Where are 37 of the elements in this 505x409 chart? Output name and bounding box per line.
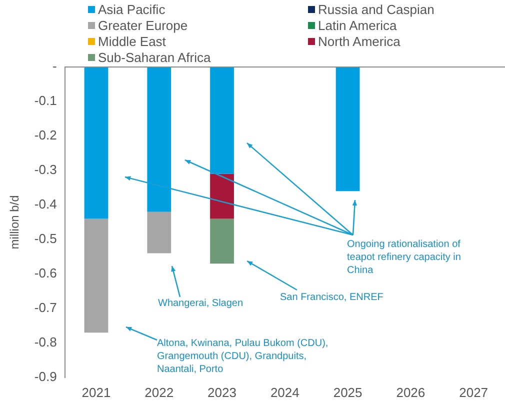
legend-label: Middle East: [97, 34, 167, 49]
y-tick-label: -0.2: [34, 128, 57, 143]
y-tick-label: -0.7: [34, 300, 57, 315]
x-tick-label: 2026: [396, 384, 426, 400]
legend-label: North America: [317, 34, 402, 49]
legend-label: Latin America: [317, 18, 398, 33]
annotation: San Francisco, ENREF: [280, 291, 384, 304]
x-tick-label: 2022: [144, 384, 174, 400]
x-tick-label: 2024: [270, 384, 300, 400]
bar: [84, 218, 108, 333]
bar: [210, 174, 234, 219]
annotation: Altona, Kwinana, Pulau Bukom (CDU), Grangemouth (CDU), Grandpuits, Naantali, Porto: [157, 337, 330, 376]
y-tick-label: -0.5: [34, 231, 57, 246]
y-tick-label: -0.4: [34, 196, 57, 212]
bar: [210, 67, 234, 174]
annotation: Whangerai, Slagen: [158, 297, 244, 310]
legend-label: Sub-Saharan Africa: [97, 50, 212, 65]
y-tick-label: -0.8: [34, 334, 57, 350]
bar: [336, 67, 360, 192]
x-tick-label: 2025: [333, 384, 362, 400]
y-tick-label: -0.9: [34, 368, 57, 384]
y-axis-title: million b/d: [8, 195, 22, 250]
y-tick-label: -: [52, 58, 57, 74]
annotation: Ongoing rationalisation of teapot refinery capacity in China: [347, 238, 462, 277]
legend-label: Asia Pacific: [97, 2, 166, 17]
x-tick-label: 2027: [459, 384, 488, 400]
legend-label: Russia and Caspian: [317, 2, 436, 17]
bar: [84, 67, 108, 219]
y-tick-label: -0.1: [34, 93, 57, 108]
bar: [147, 67, 172, 212]
x-tick-label: 2023: [208, 384, 236, 400]
x-tick-label: 2021: [82, 384, 111, 400]
legend-label: Greater Europe: [97, 18, 189, 33]
y-tick-label: -0.3: [34, 162, 57, 178]
y-tick-label: -0.6: [34, 266, 57, 281]
bar: [210, 218, 234, 264]
bar: [147, 212, 172, 254]
